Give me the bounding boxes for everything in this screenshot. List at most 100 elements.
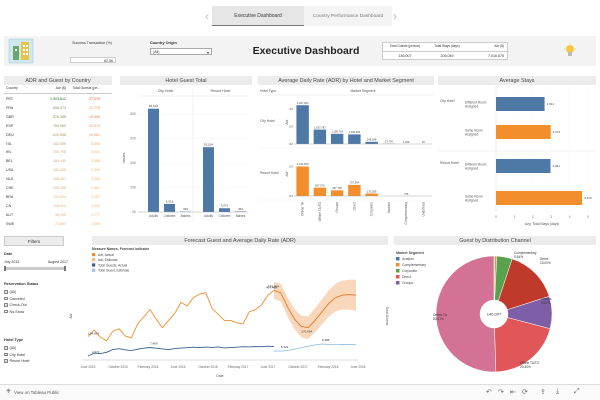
reservation-option[interactable]: No-Show <box>4 310 24 314</box>
checkbox-icon[interactable]: ✓ <box>4 346 8 351</box>
table-row[interactable]: ESP 784,969 12,074 <box>4 122 112 130</box>
country-adr: 184,440 <box>53 159 66 164</box>
revert-icon[interactable]: ⇤ <box>510 389 516 396</box>
hotel-type-option[interactable]: ✓ City Hotel <box>4 352 26 357</box>
checkbox-icon[interactable]: ✓ <box>4 359 8 364</box>
tab-country-performance[interactable]: Country Performance Dashboard <box>304 6 392 26</box>
x-tick-label: February 2018 <box>318 365 339 369</box>
hotel-type-option[interactable]: ✓ Resort Hotel <box>4 359 30 364</box>
x-tick-label: 1 <box>514 215 516 219</box>
series-guests-estimate <box>274 343 357 352</box>
table-row[interactable]: DEU 610,558 10,961 <box>4 131 112 139</box>
checkbox-icon[interactable] <box>4 296 8 301</box>
legend-swatch <box>396 263 400 267</box>
kpi-total-stays: 205,049 <box>440 54 454 58</box>
legend-title: Measure Names, Forecast indicator <box>92 247 150 251</box>
forecast-band <box>274 279 356 339</box>
series-adr-actual <box>87 290 275 342</box>
data-label: 2,371 <box>92 350 100 354</box>
x-tick-label: 2 <box>532 215 534 219</box>
country-code: DEU <box>6 132 14 137</box>
bar-value-label: 735 <box>404 192 409 196</box>
reservation-option[interactable]: ✓ (All) <box>4 290 16 295</box>
country-guests: 3,485 <box>91 159 100 164</box>
x-tick-label: 3 <box>550 215 552 219</box>
tableau-public-link[interactable]: View on Tableau Public <box>14 390 60 395</box>
series-adr-estimate <box>273 289 357 329</box>
x-tick-label: February 2017 <box>228 365 249 369</box>
country-adr: 784,969 <box>53 123 66 128</box>
country-guests: 1,777 <box>91 212 100 217</box>
bar <box>296 166 309 196</box>
country-origin-dropdown[interactable]: (All) ▾ <box>150 48 212 55</box>
table-row[interactable]: BEL 184,440 3,485 <box>4 157 112 165</box>
reservation-option[interactable]: ✓ Check-Out <box>4 303 27 308</box>
bar <box>296 105 309 144</box>
checkbox-icon[interactable]: ✓ <box>4 352 8 357</box>
table-row[interactable]: AUT 96,209 1,777 <box>4 211 112 219</box>
slider-handle-right[interactable] <box>64 266 66 271</box>
hotel-type-option[interactable]: ✓ (All) <box>4 346 16 351</box>
y-axis-label-left: Adr <box>69 312 73 318</box>
table-row[interactable]: GBR 876,386 15,996 <box>4 113 112 121</box>
download-icon[interactable]: ⤓ <box>556 388 560 395</box>
lightbulb-icon[interactable] <box>560 41 580 61</box>
center-total-label: 146,007 <box>487 312 502 317</box>
reservation-option[interactable]: Canceled <box>4 297 25 301</box>
country-adr: 155,259 <box>53 186 66 190</box>
filters-button[interactable]: Filters <box>4 236 64 246</box>
table-row[interactable]: IRL 195,795 4,041 <box>4 148 112 156</box>
undo-icon[interactable]: ↶ <box>486 389 492 396</box>
channel-title: Guest by Distribution Channel <box>394 236 596 245</box>
redo-icon[interactable]: ↷ <box>498 389 504 396</box>
fullscreen-icon[interactable]: ⤢ <box>574 388 580 395</box>
table-row[interactable]: SWE 73,890 1,505 <box>4 220 112 228</box>
country-guests: 12,074 <box>89 123 100 128</box>
tab-next-chevron-icon[interactable]: › <box>393 9 397 23</box>
y-axis-label: Values <box>122 152 126 163</box>
table-row[interactable]: USA 182,900 3,394 <box>4 166 112 174</box>
forecast-chart: Measure Names, Forecast indicator Adr, Ac… <box>69 247 389 378</box>
country-guests: 15,996 <box>89 114 100 119</box>
tab-executive-dashboard[interactable]: Executive Dashboard <box>212 6 304 26</box>
kpi-table: Total Guests (person) Total Stays (days)… <box>382 42 509 60</box>
table-row[interactable]: FRA 856,573 17,779 <box>4 104 112 112</box>
bar-value-label: 4,407,064 <box>297 101 309 105</box>
x-axis-label: Avg. Total Stays (days) <box>525 222 560 226</box>
table-row[interactable]: BRA 124,904 2,287 <box>4 193 112 201</box>
checkbox-icon[interactable] <box>4 309 8 314</box>
y-tick-label: 40K <box>130 161 137 165</box>
y-tick-label: 20K <box>130 186 137 190</box>
slider-handle-left[interactable] <box>4 266 6 271</box>
country-guests: 10,961 <box>89 132 100 137</box>
checkbox-icon[interactable]: ✓ <box>4 290 8 295</box>
x-tick-label: June 2016 <box>171 365 186 369</box>
refresh-icon[interactable]: ⟳ <box>522 389 528 396</box>
table-row[interactable]: ITA 442,009 6,094 <box>4 140 112 148</box>
checkbox-icon[interactable]: ✓ <box>4 303 8 308</box>
category-label: Different Room <box>465 163 487 167</box>
table-row[interactable]: CHE 155,259 2,581 <box>4 184 112 192</box>
bar <box>330 190 344 196</box>
bar <box>164 203 175 212</box>
table-row[interactable]: CN 118,614 2,036 <box>4 202 112 210</box>
kpi-total-guests: 146,007 <box>398 54 412 58</box>
x-tick-label: Children <box>164 214 176 218</box>
country-adr: 124,904 <box>53 194 66 199</box>
date-range-slider[interactable] <box>4 266 66 271</box>
legend-title: Market Segment <box>396 251 425 255</box>
x-tick-label: 5 <box>587 215 589 219</box>
bar-value-label: 329 <box>183 207 188 211</box>
country-adr: 856,573 <box>53 105 66 110</box>
table-row[interactable]: PRT 1,903,612 27,075 <box>4 95 112 103</box>
tab-prev-chevron-icon[interactable]: ‹ <box>205 9 209 23</box>
y-tick-label: 2M <box>289 124 294 128</box>
table-row[interactable]: NLD 166,207 3,094 <box>4 175 112 183</box>
bar-value-label: 1,155,703 <box>331 130 343 134</box>
hotel-type-label: Hotel Type <box>260 89 276 93</box>
bar-value-label: 3,075 <box>221 204 229 208</box>
bar-value-label: 84,510 <box>149 104 159 108</box>
bar <box>348 184 361 196</box>
slice-label: Groups <box>541 297 552 301</box>
share-icon[interactable]: ⇪ <box>540 389 546 396</box>
